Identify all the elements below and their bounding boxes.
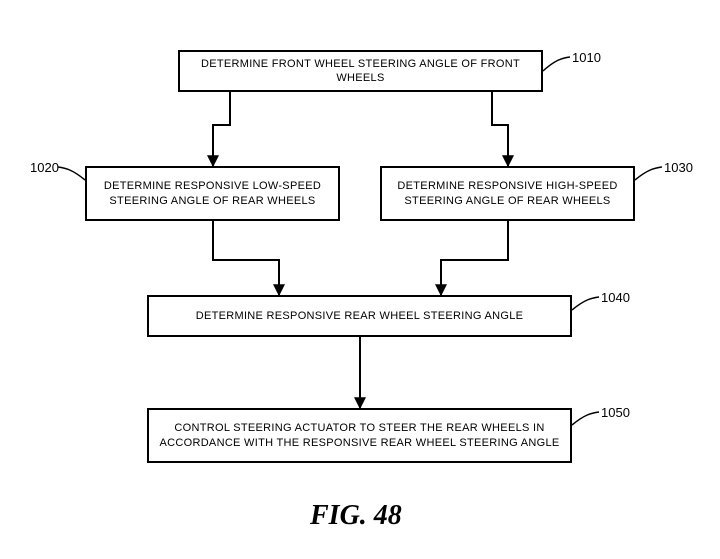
node-1020-text: DETERMINE RESPONSIVE LOW-SPEED STEERING …: [95, 179, 330, 208]
edge-n1010-n1030: [492, 92, 508, 166]
node-1040-text: DETERMINE RESPONSIVE REAR WHEEL STEERING…: [196, 309, 524, 323]
edge-n1010-n1020: [213, 92, 230, 166]
node-1030-text: DETERMINE RESPONSIVE HIGH-SPEED STEERING…: [390, 179, 625, 208]
edge-n1020-n1040: [213, 221, 279, 295]
node-1010-text: DETERMINE FRONT WHEEL STEERING ANGLE OF …: [188, 57, 533, 86]
figure-label: FIG. 48: [310, 500, 402, 532]
node-1050: CONTROL STEERING ACTUATOR TO STEER THE R…: [147, 408, 572, 463]
ref-1050: 1050: [601, 405, 630, 420]
node-1030: DETERMINE RESPONSIVE HIGH-SPEED STEERING…: [380, 166, 635, 221]
lead-n1030: [635, 167, 662, 180]
ref-1010: 1010: [572, 50, 601, 65]
lead-n1040: [572, 297, 599, 310]
ref-1020: 1020: [30, 160, 59, 175]
edge-n1030-n1040: [441, 221, 508, 295]
node-1010: DETERMINE FRONT WHEEL STEERING ANGLE OF …: [178, 50, 543, 92]
ref-1030: 1030: [664, 160, 693, 175]
node-1050-text: CONTROL STEERING ACTUATOR TO STEER THE R…: [157, 421, 562, 450]
lead-n1020: [58, 167, 85, 180]
node-1040: DETERMINE RESPONSIVE REAR WHEEL STEERING…: [147, 295, 572, 337]
lead-n1010: [543, 57, 570, 71]
node-1020: DETERMINE RESPONSIVE LOW-SPEED STEERING …: [85, 166, 340, 221]
ref-1040: 1040: [601, 290, 630, 305]
lead-n1050: [572, 412, 599, 425]
flowchart-canvas: DETERMINE FRONT WHEEL STEERING ANGLE OF …: [0, 0, 720, 559]
